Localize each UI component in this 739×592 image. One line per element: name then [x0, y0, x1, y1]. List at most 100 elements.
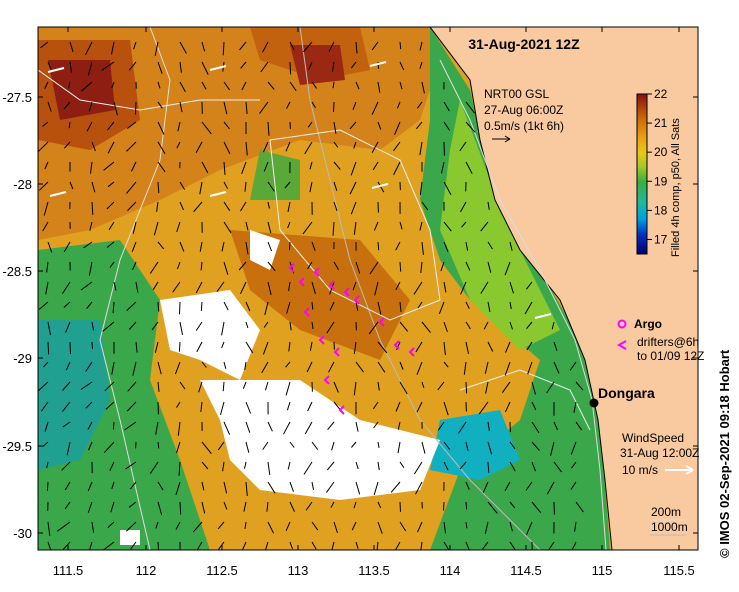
- current-vector: [91, 521, 95, 533]
- current-vector: [377, 441, 380, 448]
- current-vector: [327, 421, 335, 431]
- current-vector: [311, 281, 316, 294]
- drifter-marker: [353, 295, 360, 305]
- current-vector: [457, 421, 467, 434]
- argo-legend: Argo drifters@6h to 01/09 12Z: [616, 317, 704, 363]
- current-vector: [333, 101, 335, 112]
- current-vector: [351, 521, 357, 531]
- current-vector: [223, 101, 228, 115]
- current-vector: [88, 441, 93, 451]
- current-vector: [441, 161, 445, 174]
- wind-vector: [209, 65, 227, 71]
- current-vector: [531, 461, 536, 472]
- current-vector: [394, 541, 401, 550]
- current-vector: [238, 261, 247, 271]
- current-vector: [353, 381, 357, 396]
- current-vector: [309, 161, 313, 170]
- current-vector: [396, 341, 401, 351]
- current-vector: [288, 281, 291, 292]
- current-vector: [487, 501, 498, 514]
- lon-tick-label: 112: [136, 563, 157, 578]
- current-vector: [421, 321, 431, 333]
- current-vector: [179, 61, 182, 73]
- current-vector: [531, 441, 540, 451]
- cool-western-region: [38, 240, 210, 550]
- current-vector: [333, 141, 339, 148]
- current-vector: [465, 541, 470, 550]
- current-vector: [80, 281, 93, 291]
- current-vector: [553, 341, 558, 352]
- current-vector: [509, 541, 516, 550]
- current-vector: [196, 341, 203, 353]
- current-vector: [223, 421, 231, 435]
- current-vector: [465, 321, 471, 330]
- current-vector: [399, 461, 405, 468]
- wind-vector: [49, 191, 67, 197]
- current-vector: [443, 241, 449, 252]
- sst-map-panel: [38, 27, 698, 550]
- current-vector: [245, 401, 252, 414]
- current-vector: [306, 361, 313, 373]
- current-vector: [46, 261, 49, 273]
- current-vector: [176, 401, 181, 408]
- current-vector: [177, 121, 181, 132]
- current-vector: [113, 101, 118, 116]
- current-vector: [43, 361, 49, 368]
- current-vector: [264, 301, 269, 316]
- current-vector: [355, 41, 358, 54]
- contour-label-1000m: 1000m: [651, 520, 688, 534]
- current-vector: [465, 241, 469, 251]
- wind-vector: [369, 61, 387, 67]
- lat-tick-label: -29: [13, 351, 32, 366]
- current-vector: [420, 541, 423, 550]
- current-vector: [104, 381, 115, 392]
- current-vector: [531, 401, 537, 411]
- map-title: 31-Aug-2021 12Z: [468, 36, 580, 52]
- depth-contour-line: [459, 369, 591, 431]
- current-vector: [87, 481, 93, 492]
- current-vector: [91, 181, 96, 193]
- current-vector: [125, 521, 137, 532]
- current-vector: [546, 481, 555, 495]
- current-vector: [459, 141, 467, 152]
- current-vector: [443, 401, 449, 416]
- depth-contour-line: [269, 129, 441, 321]
- current-vector: [245, 141, 248, 156]
- wind-legend: WindSpeed 31-Aug 12:00Z 10 m/s: [620, 431, 699, 477]
- current-vector: [101, 61, 115, 71]
- current-vector: [331, 541, 335, 550]
- current-vector: [355, 81, 360, 90]
- current-vector: [289, 81, 297, 92]
- current-vector: [437, 381, 445, 391]
- current-vector: [223, 261, 229, 275]
- current-vector: [198, 381, 203, 393]
- current-vector: [126, 181, 137, 194]
- current-vector: [303, 461, 313, 475]
- current-vector: [395, 281, 401, 291]
- current-vector: [38, 381, 49, 391]
- drifter-range-label: to 01/09 12Z: [637, 349, 704, 363]
- current-vector: [64, 141, 71, 149]
- warmest-water-patch: [48, 60, 115, 120]
- argo-label: Argo: [634, 317, 662, 331]
- current-vector: [63, 241, 71, 253]
- current-vector: [331, 61, 335, 73]
- current-vector: [465, 341, 469, 355]
- current-vector: [573, 401, 577, 413]
- current-vector: [109, 261, 115, 268]
- current-vector: [368, 321, 379, 335]
- current-vector: [465, 521, 468, 529]
- current-vector: [509, 461, 516, 472]
- current-vector: [546, 381, 555, 394]
- current-scale-arrowhead: [504, 135, 511, 143]
- current-vector: [524, 301, 533, 315]
- current-vector: [200, 261, 203, 271]
- current-vector: [241, 81, 247, 91]
- cloud-mask: [200, 380, 440, 500]
- current-vector: [443, 341, 446, 356]
- current-vector: [83, 241, 93, 249]
- current-vector: [311, 301, 314, 310]
- cool-coastal-band: [440, 100, 560, 350]
- current-vector: [285, 381, 291, 396]
- current-vector: [309, 181, 313, 193]
